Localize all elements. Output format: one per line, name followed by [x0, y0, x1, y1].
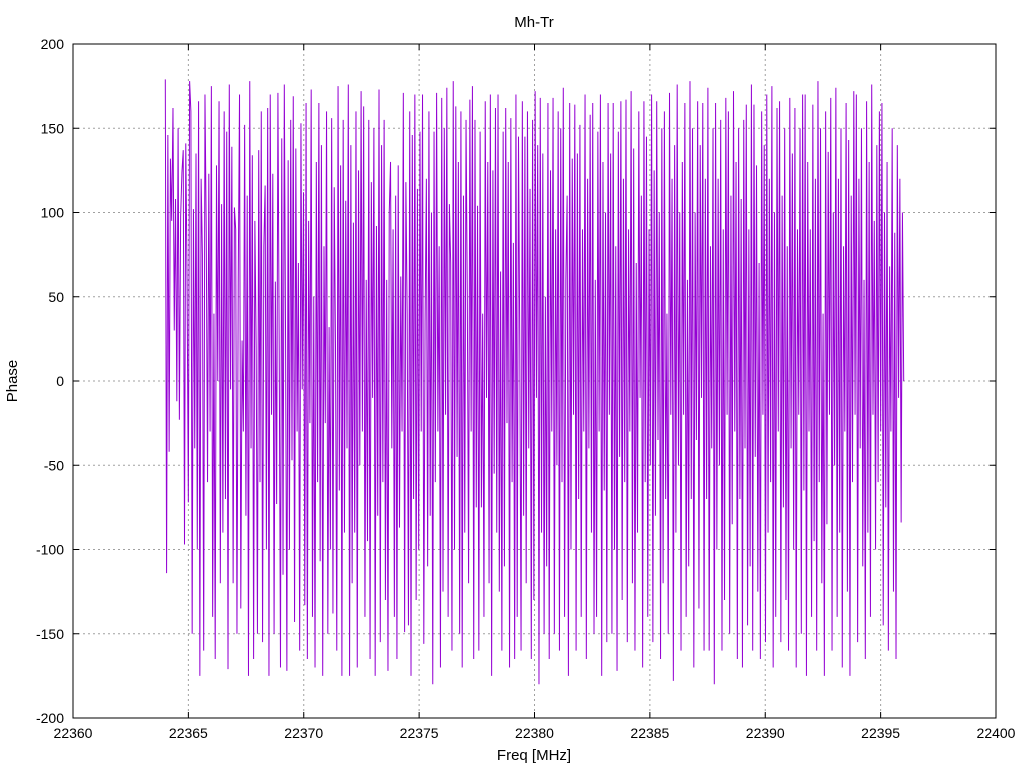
x-tick-label: 22370 — [284, 725, 323, 741]
x-axis-label: Freq [MHz] — [497, 747, 571, 764]
x-tick-label: 22390 — [746, 725, 785, 741]
y-tick-label: -200 — [36, 710, 64, 726]
ticks-layer — [72, 43, 997, 719]
y-tick-label: 100 — [41, 205, 65, 221]
y-axis-label: Phase — [4, 360, 21, 403]
y-tick-label: 200 — [41, 36, 65, 52]
y-tick-label: -100 — [36, 542, 64, 558]
x-tick-labels: 22360 22365 22370 22375 22380 22385 22390 22395… — [54, 725, 1016, 741]
x-tick-label: 22360 — [54, 725, 93, 741]
x-tick-label: 22365 — [169, 725, 208, 741]
x-tick-label: 22375 — [400, 725, 439, 741]
x-tick-label: 22385 — [630, 725, 669, 741]
chart-title: Mh-Tr — [514, 14, 553, 31]
y-tick-label: -50 — [44, 457, 64, 473]
y-tick-label: -150 — [36, 626, 64, 642]
x-tick-label: 22395 — [861, 725, 900, 741]
phase-series-line — [164, 79, 905, 685]
y-tick-label: 0 — [56, 373, 64, 389]
y-tick-labels: -200 -150 -100 -50 0 50 100 150 200 — [36, 36, 64, 726]
x-tick-label: 22380 — [515, 725, 554, 741]
x-tick-label: 22400 — [977, 725, 1016, 741]
y-tick-label: 150 — [41, 120, 65, 136]
y-tick-label: 50 — [48, 289, 64, 305]
series-layer — [164, 79, 905, 685]
